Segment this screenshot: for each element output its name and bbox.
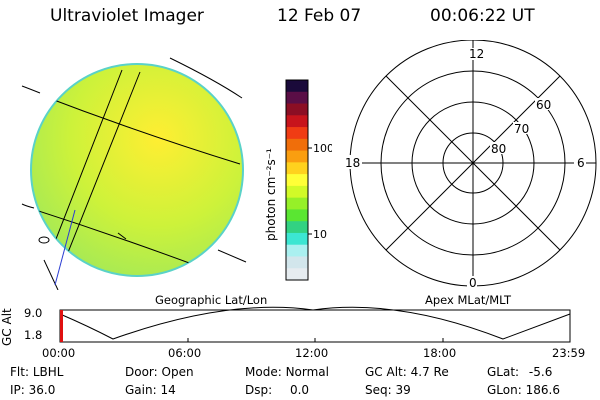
status-value: 39 (395, 383, 411, 397)
status-gain: Gain: 14 (125, 383, 176, 397)
colorbar-swatch (286, 80, 308, 93)
status-gc-alt: GC Alt: 4.7 Re (365, 365, 449, 379)
instrument-title: Ultraviolet Imager (50, 6, 204, 26)
terminator-line (54, 209, 76, 286)
orbit-xtick-0600: 06:00 (168, 346, 202, 360)
image-caption: Geographic Lat/Lon (155, 293, 268, 307)
mlat-label-70: 70 (514, 122, 529, 136)
colorbar-swatch (286, 150, 308, 163)
island-outline (38, 236, 50, 244)
earth-disk (30, 63, 244, 277)
colorbar-swatch (286, 103, 308, 116)
colorbar-swatch (286, 91, 308, 105)
uv-image-panel (21, 57, 247, 290)
colorbar-unit-label: photon cm⁻²s⁻¹ (264, 148, 278, 241)
colorbar: 100 10 (285, 79, 332, 281)
mlt-label-12: 12 (469, 47, 484, 61)
status-value: 4.7 Re (410, 365, 449, 379)
colorbar-swatch (286, 174, 308, 187)
status-label: Door: (125, 365, 158, 379)
mlt-label-6: 6 (577, 156, 585, 170)
orbit-xtick-2359: 23:59 (552, 346, 586, 360)
status-value: 14 (160, 383, 176, 397)
orbit-ylabel: GC Alt (0, 308, 14, 346)
status-label: IP: (10, 383, 25, 397)
status-label: Seq: (365, 383, 392, 397)
mlat-label-80: 80 (491, 142, 506, 156)
colorbar-swatch (286, 209, 308, 222)
status-seq: Seq: 39 (365, 383, 411, 397)
colorbar-swatch (286, 115, 308, 128)
status-door: Door: Open (125, 365, 194, 379)
colorbar-swatch (286, 138, 308, 152)
status-glon: GLon: 186.6 (487, 383, 560, 397)
status-label: Flt: (10, 365, 29, 379)
colorbar-swatch (286, 268, 308, 281)
colorbar-swatch (286, 256, 308, 269)
current-time-marker (60, 310, 63, 342)
status-ip: IP: 36.0 (10, 383, 55, 397)
orbit-ytick-min: 1.8 (24, 328, 43, 342)
colorbar-swatch (286, 221, 308, 234)
status-glat: GLat: -5.6 (487, 365, 552, 379)
status-label: Dsp: (245, 383, 273, 397)
mlat-label-60: 60 (536, 98, 551, 112)
status-value: 186.6 (525, 383, 560, 397)
mlt-label-0: 0 (469, 276, 477, 290)
colorbar-swatch (286, 185, 308, 199)
status-label: GLon: (487, 383, 522, 397)
time-label: 00:06:22 UT (430, 6, 535, 26)
status-label: GLat: (487, 365, 520, 379)
status-filter: Flt: LBHL (10, 365, 63, 379)
colorbar-tick-10: 10 (313, 228, 327, 241)
status-label: Mode: (245, 365, 282, 379)
orbit-xtick-1200: 12:00 (295, 346, 329, 360)
status-value: Normal (285, 365, 329, 379)
status-value: 36.0 (28, 383, 56, 397)
altitude-curve (59, 306, 571, 340)
mlt-label-18: 18 (345, 156, 360, 170)
status-label: Gain: (125, 383, 157, 397)
colorbar-swatch (286, 197, 308, 211)
colorbar-tick-100: 100 (313, 142, 332, 155)
polar-caption: Apex MLat/MLT (425, 293, 512, 307)
orbit-xtick-0000: 00:00 (42, 346, 76, 360)
status-value: -5.6 (528, 365, 553, 379)
status-label: GC Alt: (365, 365, 407, 379)
status-value: Open (161, 365, 194, 379)
status-value: LBHL (32, 365, 64, 379)
colorbar-swatch (286, 162, 308, 175)
date-label: 12 Feb 07 (277, 6, 362, 26)
colorbar-swatch (286, 232, 308, 246)
colorbar-swatch (286, 244, 308, 258)
colorbar-swatch (286, 127, 308, 140)
status-value: 0.0 (289, 383, 310, 397)
orbit-altitude-plot (59, 306, 571, 343)
status-mode: Mode: Normal (245, 365, 329, 379)
orbit-ytick-max: 9.0 (24, 306, 43, 320)
colorbar-swatches (286, 80, 308, 281)
polar-plot: 12 0 18 6 60 70 80 (344, 40, 597, 290)
island-outline (117, 232, 127, 240)
status-dsp: Dsp: 0.0 (245, 383, 309, 397)
orbit-xtick-1800: 18:00 (423, 346, 457, 360)
